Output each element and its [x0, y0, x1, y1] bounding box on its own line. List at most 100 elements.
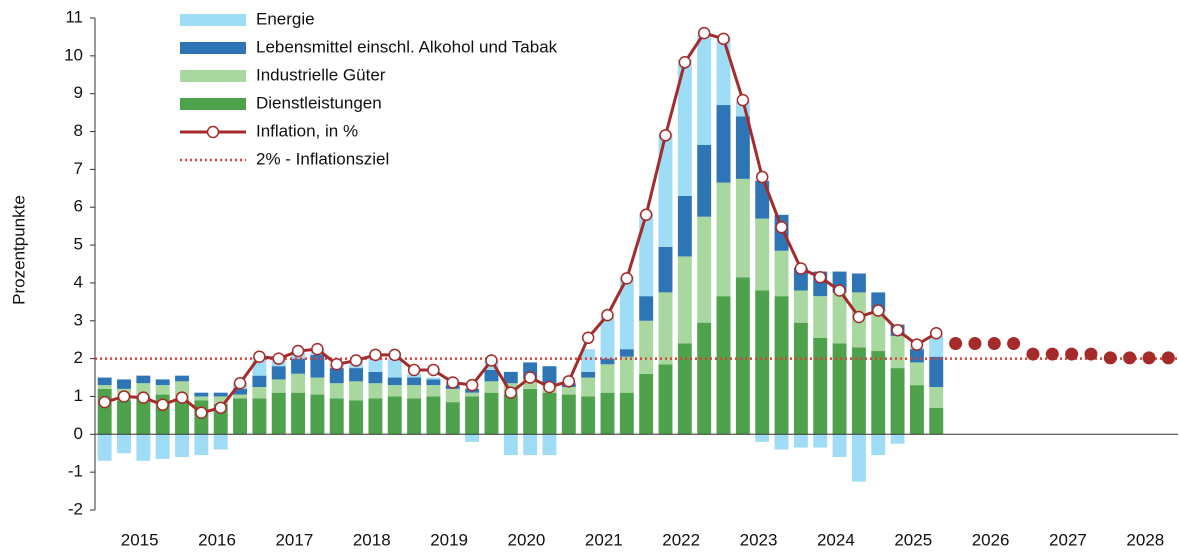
bar-segment — [465, 396, 480, 435]
bar-segment — [426, 377, 441, 380]
y-tick-label: 5 — [74, 235, 83, 254]
bar-segment — [658, 246, 673, 293]
bar-segment — [407, 377, 422, 386]
bar-segment — [445, 402, 460, 435]
bar-segment — [465, 392, 480, 397]
inflation-point — [620, 272, 634, 285]
bar-segment — [929, 407, 944, 435]
bar-segment — [213, 392, 228, 397]
bar-segment — [329, 383, 344, 399]
bar-segment — [175, 375, 189, 382]
bar-segment — [523, 388, 538, 435]
y-tick-label: 1 — [74, 386, 83, 405]
bar-segment — [561, 387, 576, 395]
forecast-point — [1142, 351, 1156, 365]
x-tick-label: 2024 — [817, 530, 855, 549]
bar-segment — [600, 392, 615, 435]
legend-label: Dienstleistungen — [256, 93, 382, 112]
inflation-point — [523, 371, 537, 384]
y-tick-label: 0 — [74, 424, 83, 443]
bar-segment — [929, 356, 944, 387]
inflation-point — [581, 331, 595, 345]
bar-segment — [252, 398, 267, 435]
bar-segment — [813, 337, 828, 435]
bar-segment — [813, 296, 828, 338]
bar-segment — [155, 379, 170, 386]
bar-segment — [851, 347, 866, 435]
bar-segment — [890, 434, 905, 444]
bar-segment — [426, 379, 441, 386]
bar-segment — [503, 371, 518, 384]
bar-segment — [426, 385, 441, 397]
bar-segment — [735, 277, 750, 435]
inflation-point — [543, 380, 556, 394]
bar-segment — [136, 396, 151, 435]
legend-label: Lebensmittel einschl. Alkohol und Tabak — [256, 37, 558, 56]
y-tick-label: 11 — [65, 7, 83, 26]
inflation-point — [175, 391, 189, 404]
inflation-point — [659, 129, 672, 142]
bar-segment — [233, 388, 248, 395]
bar-segment — [581, 396, 596, 435]
x-tick-label: 2018 — [353, 530, 391, 549]
bar-segment — [735, 178, 750, 278]
bar-segment — [503, 434, 518, 456]
y-tick-label: 3 — [74, 310, 83, 329]
bar-segment — [600, 358, 615, 365]
bar-segment — [890, 335, 905, 369]
bar-segment — [658, 292, 673, 365]
bar-segment — [793, 322, 808, 435]
bar-segment — [97, 388, 112, 435]
bar-segment — [194, 434, 209, 456]
bar-segment — [175, 434, 189, 458]
bar-segment — [716, 105, 731, 183]
bar-segment — [194, 392, 209, 397]
inflation-point — [369, 348, 382, 362]
forecast-point — [1084, 347, 1098, 361]
bar-segment — [310, 354, 325, 378]
bar-segment — [233, 398, 248, 435]
bar-segment — [523, 379, 538, 389]
bar-segment — [542, 366, 557, 386]
bar-segment — [387, 358, 402, 378]
bar-segment — [793, 290, 808, 323]
bar-segment — [97, 377, 112, 386]
bar-segment — [136, 375, 151, 384]
bar-segment — [677, 59, 692, 196]
bar-segment — [755, 180, 770, 219]
bar-segment — [291, 373, 306, 393]
bar-segment — [774, 250, 789, 297]
bar-segment — [426, 396, 441, 435]
bar-segment — [368, 371, 383, 384]
bar-segment — [387, 377, 402, 386]
inflation-point — [562, 375, 576, 388]
inflation-point — [794, 262, 808, 275]
bar-segment — [697, 216, 712, 323]
y-tick-label: 2 — [74, 348, 83, 367]
bar-segment — [581, 371, 596, 378]
bar-segment — [851, 434, 866, 482]
x-tick-label: 2026 — [972, 530, 1010, 549]
bar-segment — [117, 434, 131, 454]
bar-segment — [329, 368, 344, 384]
bar-segment — [155, 434, 170, 459]
forecast-point — [1161, 351, 1175, 365]
inflation-point — [930, 327, 943, 340]
bar-segment — [368, 398, 383, 435]
legend-swatch — [180, 70, 246, 82]
bar-segment — [407, 385, 422, 399]
inflation-line — [104, 31, 938, 415]
bar-segment — [755, 290, 770, 435]
bar-segment — [445, 388, 460, 403]
inflation-point — [833, 284, 846, 297]
forecast-point — [1123, 351, 1137, 365]
x-tick-label: 2017 — [275, 530, 313, 549]
bar-segment — [136, 434, 151, 461]
bar-segment — [484, 392, 499, 435]
inflation-point — [871, 304, 885, 317]
legend-swatch — [180, 14, 246, 26]
inflation-point — [717, 32, 730, 46]
bar-segment — [929, 387, 944, 408]
forecast-point — [1026, 347, 1040, 361]
bar-segment — [503, 394, 518, 435]
